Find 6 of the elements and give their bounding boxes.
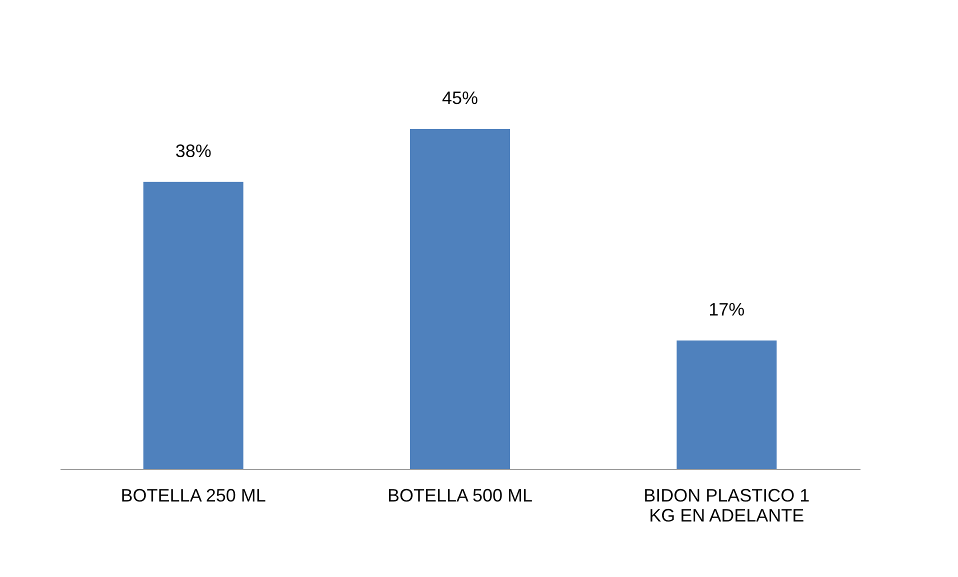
data-label: 38% [175, 140, 212, 161]
x-tick-label: BOTELLA 500 ML [387, 486, 533, 506]
data-label: 45% [442, 88, 478, 108]
data-label: 17% [708, 300, 745, 320]
x-tick-label: BIDON PLASTICO 1 KG EN ADELANTE [644, 486, 810, 526]
x-tick-label: BOTELLA 250 ML [120, 486, 266, 506]
